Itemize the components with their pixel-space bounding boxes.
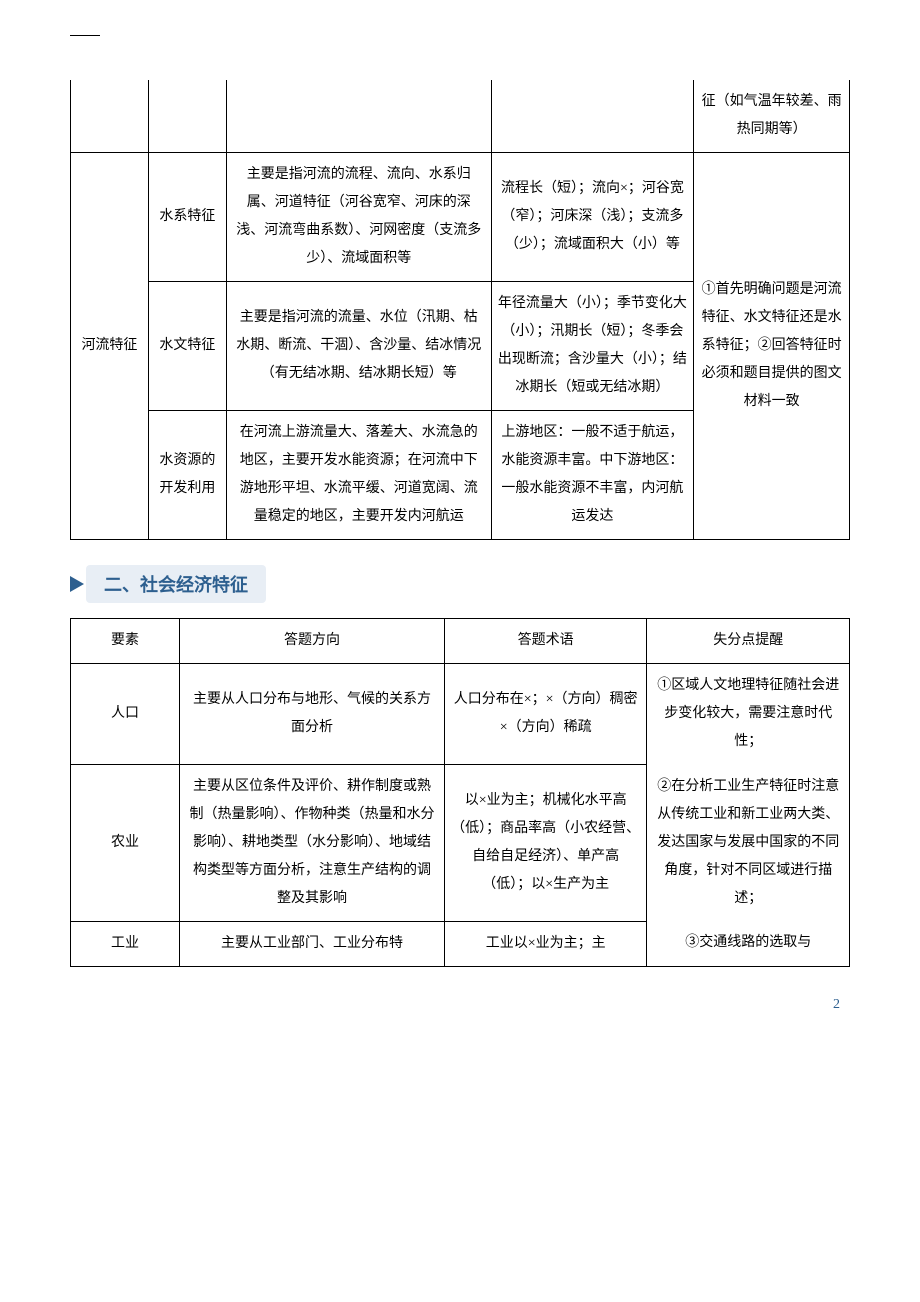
cell-industry-tips: ③交通线路的选取与 xyxy=(647,921,850,966)
triangle-icon xyxy=(70,576,84,592)
cell-population: 人口 xyxy=(71,664,180,765)
cell-agriculture-tips: ②在分析工业生产特征时注意从传统工业和新工业两大类、发达国家与发展中国家的不同角… xyxy=(647,764,850,921)
table-socioeconomic: 要素 答题方向 答题术语 失分点提醒 人口 主要从人口分布与地形、气候的关系方面… xyxy=(70,618,850,967)
empty-cell xyxy=(148,80,226,153)
section-tab: 二、社会经济特征 xyxy=(86,565,266,603)
cell-water-resource: 水资源的开发利用 xyxy=(148,411,226,540)
cell-agriculture-terms: 以×业为主；机械化水平高（低）；商品率高（小农经营、自给自足经济）、单产高（低）… xyxy=(444,764,647,921)
cell-hydrology: 水文特征 xyxy=(148,282,226,411)
cell-water-system: 水系特征 xyxy=(148,153,226,282)
table-river-features: 征（如气温年较差、雨热同期等） 河流特征 水系特征 主要是指河流的流程、流向、水… xyxy=(70,80,850,540)
section-title: 二、社会经济特征 xyxy=(104,575,248,595)
section-header: 二、社会经济特征 xyxy=(70,565,850,603)
header-tips: 失分点提醒 xyxy=(647,619,850,664)
cell-water-resource-desc: 在河流上游流量大、落差大、水流急的地区，主要开发水能资源；在河流中下游地形平坦、… xyxy=(226,411,491,540)
cell-population-desc: 主要从人口分布与地形、气候的关系方面分析 xyxy=(180,664,445,765)
empty-cell xyxy=(491,80,694,153)
cell-industry: 工业 xyxy=(71,921,180,966)
cell-water-resource-terms: 上游地区：一般不适于航运，水能资源丰富。中下游地区：一般水能资源不丰富，内河航运… xyxy=(491,411,694,540)
header-terms: 答题术语 xyxy=(444,619,647,664)
cell-industry-terms: 工业以×业为主；主 xyxy=(444,921,647,966)
cell-hydrology-terms: 年径流量大（小）；季节变化大（小）；汛期长（短）；冬季会出现断流；含沙量大（小）… xyxy=(491,282,694,411)
cell-river-tips: ①首先明确问题是河流特征、水文特征还是水系特征；②回答特征时必须和题目提供的图文… xyxy=(694,153,850,540)
page-number: 2 xyxy=(70,997,850,1013)
cell-agriculture-desc: 主要从区位条件及评价、耕作制度或熟制（热量影响）、作物种类（热量和水分影响）、耕… xyxy=(180,764,445,921)
cell-hydrology-desc: 主要是指河流的流量、水位（汛期、枯水期、断流、干涸）、含沙量、结冰情况（有无结冰… xyxy=(226,282,491,411)
cell-population-terms: 人口分布在×；×（方向）稠密×（方向）稀疏 xyxy=(444,664,647,765)
cell-climate-note: 征（如气温年较差、雨热同期等） xyxy=(694,80,850,153)
cell-agriculture: 农业 xyxy=(71,764,180,921)
cell-water-system-desc: 主要是指河流的流程、流向、水系归属、河道特征（河谷宽窄、河床的深浅、河流弯曲系数… xyxy=(226,153,491,282)
cell-water-system-terms: 流程长（短）；流向×；河谷宽（窄）；河床深（浅）；支流多（少）；流域面积大（小）… xyxy=(491,153,694,282)
empty-cell xyxy=(71,80,149,153)
cell-river-label: 河流特征 xyxy=(71,153,149,540)
header-direction: 答题方向 xyxy=(180,619,445,664)
empty-cell xyxy=(226,80,491,153)
cell-population-tips: ①区域人文地理特征随社会进步变化较大，需要注意时代性； xyxy=(647,664,850,765)
header-element: 要素 xyxy=(71,619,180,664)
cell-industry-desc: 主要从工业部门、工业分布特 xyxy=(180,921,445,966)
